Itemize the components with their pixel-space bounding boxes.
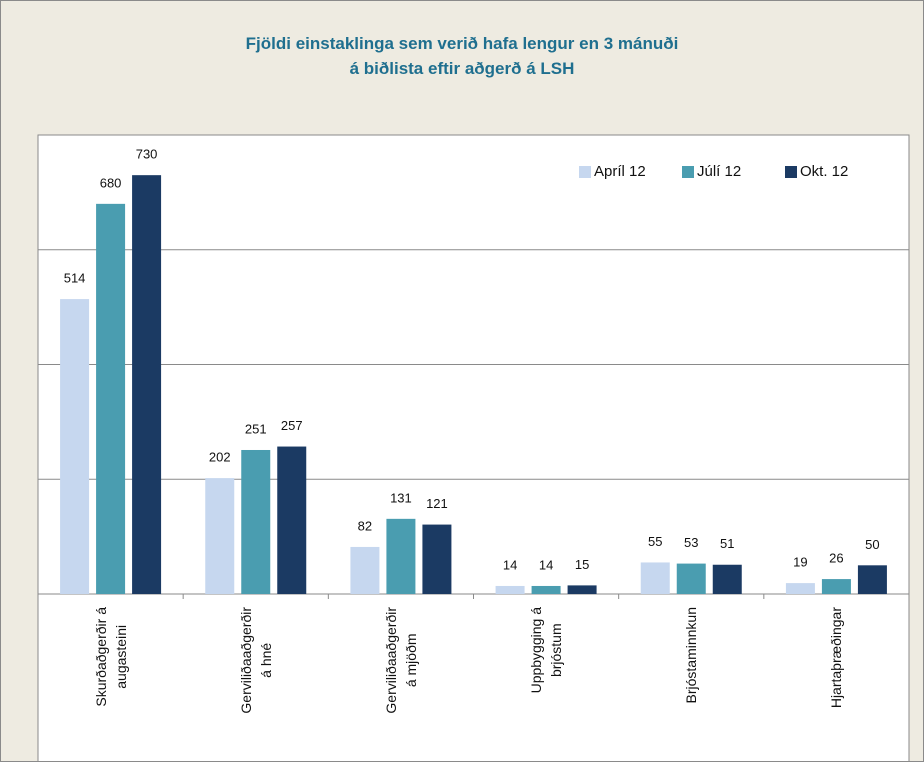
value-label: 514 bbox=[64, 271, 86, 286]
bar bbox=[857, 565, 887, 594]
value-label: 251 bbox=[245, 421, 267, 436]
bar bbox=[821, 579, 851, 594]
value-label: 26 bbox=[829, 551, 843, 566]
bar bbox=[96, 203, 126, 594]
x-tick-label: Brjóstaminnkun bbox=[683, 607, 700, 704]
bar bbox=[132, 175, 162, 594]
value-label: 15 bbox=[575, 557, 589, 572]
legend-label: Júlí 12 bbox=[697, 163, 741, 180]
legend-swatch bbox=[785, 166, 797, 178]
x-tick-label: Gerviliðaaðgerðir á mjöðm bbox=[382, 607, 419, 714]
bar bbox=[386, 518, 416, 594]
bar bbox=[712, 564, 742, 594]
value-label: 680 bbox=[100, 175, 122, 190]
value-label: 19 bbox=[793, 555, 807, 570]
chart-title: Fjöldi einstaklinga sem verið hafa lengu… bbox=[245, 34, 679, 78]
value-label: 55 bbox=[648, 534, 662, 549]
plot-area bbox=[37, 134, 910, 761]
value-label: 14 bbox=[503, 557, 517, 572]
legend-label: Apríl 12 bbox=[594, 163, 646, 180]
bar bbox=[205, 478, 235, 594]
value-label: 14 bbox=[539, 557, 553, 572]
value-label: 131 bbox=[390, 490, 412, 505]
value-label: 51 bbox=[720, 536, 734, 551]
value-label: 202 bbox=[209, 450, 231, 465]
value-label: 730 bbox=[136, 147, 158, 162]
bar bbox=[567, 585, 597, 594]
bar bbox=[241, 449, 271, 594]
legend-swatch bbox=[579, 166, 591, 178]
value-label: 121 bbox=[426, 496, 448, 511]
x-tick-label: Gerviliðaaðgerðir á hné bbox=[237, 607, 274, 714]
value-label: 53 bbox=[684, 535, 698, 550]
bar bbox=[531, 585, 561, 594]
value-label: 82 bbox=[358, 518, 372, 533]
bar bbox=[277, 446, 307, 594]
bar bbox=[422, 524, 452, 594]
x-tick-label: Hjartaþræðingar bbox=[828, 607, 845, 709]
bar bbox=[676, 563, 706, 594]
x-tick-label: Uppbygging á brjóstum bbox=[528, 607, 565, 694]
legend-swatch bbox=[682, 166, 694, 178]
value-label: 257 bbox=[281, 418, 303, 433]
bar bbox=[785, 583, 815, 594]
x-tick-label: Skurðaðgerðir á augasteini bbox=[92, 607, 129, 707]
bar bbox=[495, 585, 525, 594]
bar bbox=[60, 299, 90, 594]
value-label: 50 bbox=[865, 537, 879, 552]
bar bbox=[350, 546, 380, 594]
bar bbox=[640, 562, 670, 594]
legend-label: Okt. 12 bbox=[800, 163, 848, 180]
